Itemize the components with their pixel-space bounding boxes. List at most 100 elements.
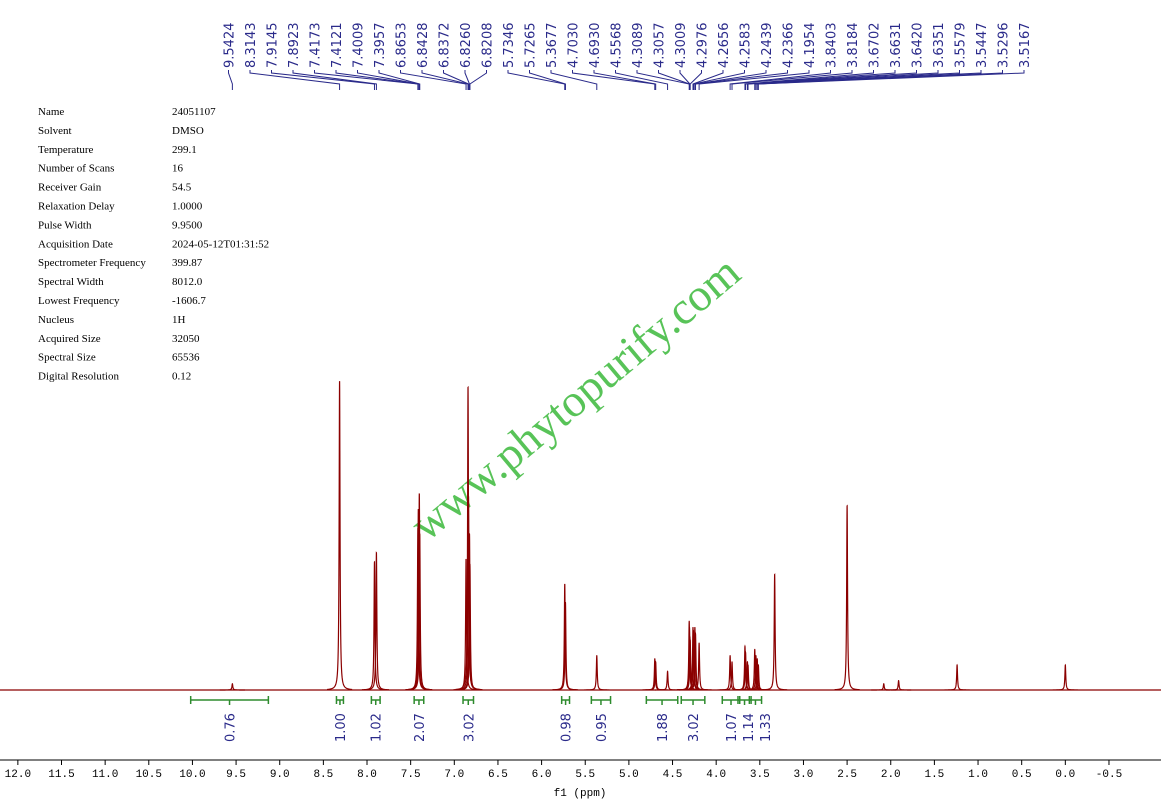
integral-range: [370, 696, 381, 705]
peak-label: 5.7346: [502, 23, 517, 69]
integral-range: [680, 696, 706, 705]
x-tick-label: -0.5: [1096, 769, 1122, 781]
peak-leader: [507, 70, 566, 90]
param-name: Spectral Width: [38, 276, 104, 288]
peak-label: 4.7030: [567, 23, 582, 69]
x-tick-label: 8.5: [313, 769, 333, 781]
peak-leader: [378, 70, 421, 90]
integral-range: [189, 696, 270, 705]
peak-label: 4.2976: [696, 23, 711, 69]
peak: [552, 602, 579, 691]
peak-leader: [693, 70, 745, 90]
x-tick-label: 5.5: [575, 769, 595, 781]
x-tick-label: 1.5: [924, 769, 944, 781]
peak-leader: [755, 70, 982, 90]
peak: [834, 504, 860, 691]
param-name: Spectrometer Frequency: [38, 257, 146, 269]
peak-label: 4.6930: [588, 23, 603, 69]
x-tick-label: 10.0: [179, 769, 205, 781]
x-tick-label: 2.5: [837, 769, 857, 781]
peak-label: 5.7265: [524, 23, 539, 69]
peak-leader: [335, 70, 419, 90]
param-value: 24051107: [172, 106, 216, 118]
peak: [361, 560, 388, 691]
integral-label: 0.76: [224, 713, 239, 742]
peak-label: 5.3677: [545, 23, 560, 69]
x-tick-label: 12.0: [5, 769, 31, 781]
integral-range: [748, 696, 763, 705]
param-value: 1H: [172, 314, 186, 326]
param-value: DMSO: [172, 125, 204, 137]
peak-label: 4.3009: [674, 23, 689, 69]
peak-leader: [615, 70, 669, 90]
integral-range: [335, 696, 345, 705]
integral-label: 3.02: [462, 713, 477, 742]
peak: [457, 563, 483, 691]
x-tick-label: 4.5: [663, 769, 683, 781]
peak-label: 4.2439: [760, 23, 775, 69]
x-tick-label: 4.0: [706, 769, 726, 781]
param-value: 54.5: [172, 182, 192, 194]
param-name: Number of Scans: [38, 163, 114, 175]
peak-leader: [228, 70, 233, 90]
peak-leader: [698, 70, 810, 90]
integral-label: 1.88: [656, 713, 671, 742]
peak: [407, 532, 433, 691]
x-tick-label: 0.5: [1012, 769, 1032, 781]
param-name: Nucleus: [38, 314, 74, 326]
param-value: 399.87: [172, 257, 203, 269]
integral-label: 1.02: [370, 713, 385, 742]
peak-leader: [658, 70, 690, 90]
peak-leader: [746, 70, 917, 90]
integral-range: [462, 696, 475, 705]
peak-leader: [692, 70, 724, 90]
integral-range: [721, 696, 741, 705]
param-name: Solvent: [38, 125, 72, 137]
peak-label: 6.8653: [395, 23, 410, 69]
peak-leader: [679, 70, 691, 90]
peak-leader: [729, 70, 831, 90]
peak-leader: [689, 70, 702, 90]
peak-leader: [572, 70, 656, 90]
peak: [762, 573, 788, 691]
peak-label: 3.6631: [889, 23, 904, 69]
peak-label: 3.5167: [1018, 23, 1033, 69]
peak-label: 9.5424: [223, 23, 238, 69]
integral-label: 1.00: [334, 713, 349, 742]
peak-label: 6.8260: [459, 23, 474, 69]
param-value: 2024-05-12T01:31:52: [172, 238, 269, 250]
peak-label: 7.8923: [287, 23, 302, 69]
x-tick-label: 6.5: [488, 769, 508, 781]
x-tick-label: 0.0: [1055, 769, 1075, 781]
peak-leader: [271, 70, 375, 90]
peak: [886, 680, 912, 691]
peak: [326, 381, 353, 691]
peak-label: 6.8372: [438, 23, 453, 69]
peak-leader: [593, 70, 657, 90]
integral-label: 0.98: [560, 713, 575, 742]
param-value: 1.0000: [172, 201, 203, 213]
x-tick-label: 6.0: [532, 769, 552, 781]
peak-leader: [695, 70, 788, 90]
peak-leader: [292, 70, 377, 90]
x-tick-label: 11.0: [92, 769, 118, 781]
peak-label: 8.3143: [244, 23, 259, 69]
peak-label: 3.5296: [997, 23, 1012, 69]
x-tick-label: 1.0: [968, 769, 988, 781]
peak-leader: [469, 70, 487, 90]
integral-label: 0.95: [595, 713, 610, 742]
integral-label: 1.07: [725, 713, 740, 742]
peak-leader: [636, 70, 690, 90]
peak-label: 7.4173: [309, 23, 324, 69]
peak-label: 4.2366: [782, 23, 797, 69]
x-tick-label: 5.0: [619, 769, 639, 781]
peak: [363, 551, 389, 691]
param-name: Receiver Gain: [38, 182, 102, 194]
param-name: Digital Resolution: [38, 371, 119, 383]
peak-leader: [443, 70, 470, 90]
param-value: 32050: [172, 333, 200, 345]
peak: [584, 655, 610, 691]
peak: [871, 683, 897, 691]
x-tick-label: 9.5: [226, 769, 246, 781]
